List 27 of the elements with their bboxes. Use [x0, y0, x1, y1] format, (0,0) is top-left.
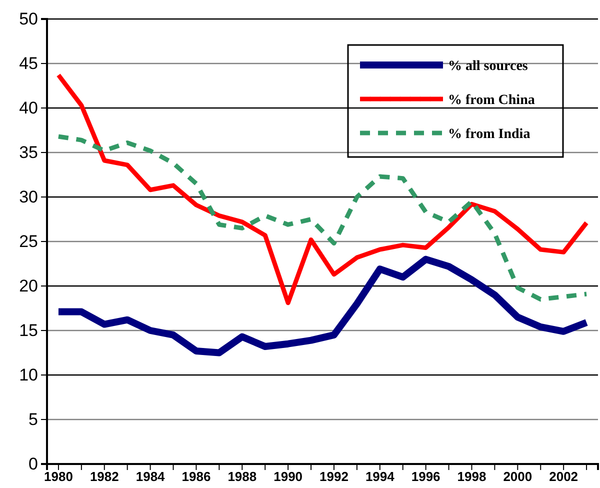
x-tick-label: 1982: [90, 468, 119, 484]
x-tick-label: 1988: [228, 468, 257, 484]
y-tick-label: 35: [19, 142, 38, 162]
y-tick-label: 45: [19, 54, 38, 73]
y-tick-label: 10: [19, 365, 38, 384]
legend-label: % from India: [448, 127, 530, 142]
y-tick-label: 50: [19, 9, 38, 28]
y-tick-label: 30: [19, 187, 38, 206]
x-tick-label: 1980: [44, 468, 73, 484]
x-tick-label: 1992: [320, 468, 348, 484]
y-tick-label: 25: [19, 232, 38, 251]
x-tick-label: 1996: [411, 468, 440, 484]
x-tick-label: 1990: [274, 468, 303, 484]
legend-label: % all sources: [448, 59, 528, 74]
x-tick-label: 2000: [503, 468, 532, 484]
y-tick-label: 5: [28, 410, 38, 429]
x-tick-label: 1986: [182, 468, 211, 484]
x-tick-label: 1994: [365, 468, 396, 484]
x-tick-label: 1998: [457, 468, 486, 484]
x-tick-label: 1984: [136, 468, 166, 484]
y-tick-label: 40: [19, 98, 38, 118]
y-tick-label: 20: [19, 276, 38, 296]
legend-label: % from China: [448, 93, 535, 108]
x-tick-label: 2002: [549, 468, 578, 484]
y-tick-label: 0: [28, 454, 38, 474]
line-series: [56, 72, 589, 306]
y-tick-label: 15: [19, 320, 38, 340]
